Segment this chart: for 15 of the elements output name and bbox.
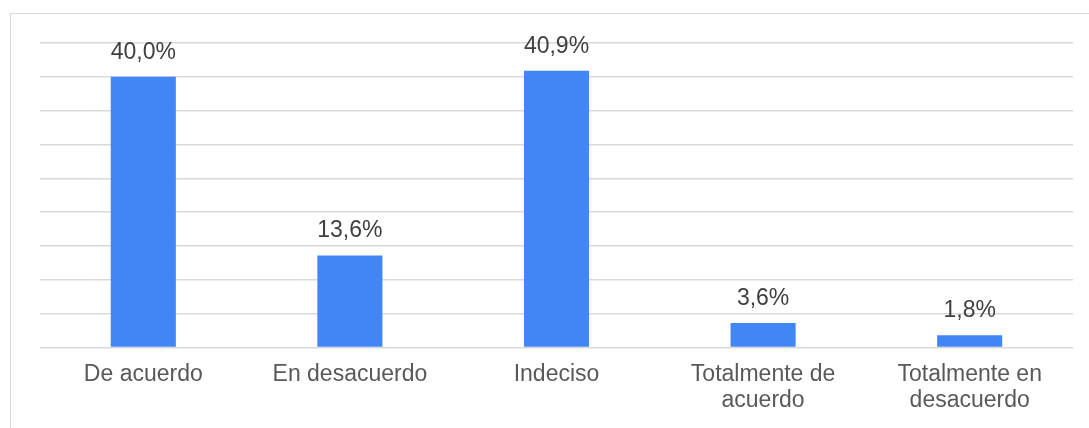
bar [317, 255, 383, 347]
bar [730, 323, 796, 347]
x-tick-label: En desacuerdo [272, 360, 428, 387]
data-label: 40,9% [523, 31, 590, 58]
bar [110, 76, 176, 347]
x-tick-label: Totalmente de acuerdo [690, 360, 836, 412]
data-label: 1,8% [943, 296, 996, 323]
data-label: 13,6% [317, 216, 383, 243]
bar [523, 70, 590, 347]
x-tick-label: Totalmente en desacuerdo [897, 360, 1042, 412]
x-tick-label: De acuerdo [83, 360, 203, 387]
data-label: 3,6% [736, 283, 790, 310]
bar [937, 335, 1003, 347]
x-tick-label: Indeciso [513, 360, 600, 387]
data-label: 40,0% [110, 37, 176, 64]
